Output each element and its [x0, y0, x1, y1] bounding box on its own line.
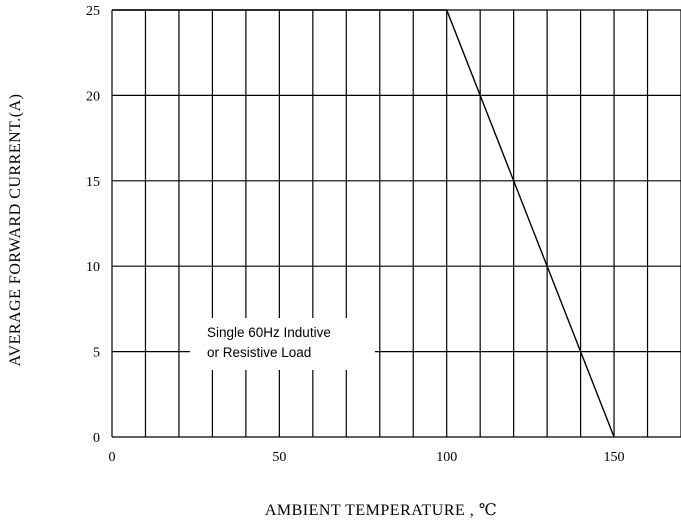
series-layer: [111, 9, 615, 438]
annotation-box: [190, 318, 375, 370]
tick-labels: 0 5 10 15 20 25 0 50 100 150: [86, 4, 625, 465]
y-tick-label: 10: [86, 260, 100, 275]
y-tick-label: 5: [93, 346, 100, 361]
y-tick-label: 25: [86, 4, 100, 19]
x-tick-label: 0: [109, 450, 116, 465]
x-tick-label: 50: [272, 450, 286, 465]
x-tick-label: 100: [436, 450, 457, 465]
x-axis-title: AMBIENT TEMPERATURE , ℃: [265, 502, 497, 519]
y-tick-label: 15: [86, 175, 100, 190]
x-tick-label: 150: [604, 450, 625, 465]
y-axis-title: AVERAGE FORWARD CURRENT.(A): [7, 94, 24, 367]
annotation-line-1: Single 60Hz Indutive: [207, 325, 331, 340]
y-tick-label: 0: [93, 431, 100, 446]
annotation-line-2: or Resistive Load: [207, 345, 311, 360]
chart-grid: [111, 9, 681, 438]
derating-curve: [112, 9, 615, 438]
y-tick-label: 20: [86, 89, 100, 104]
